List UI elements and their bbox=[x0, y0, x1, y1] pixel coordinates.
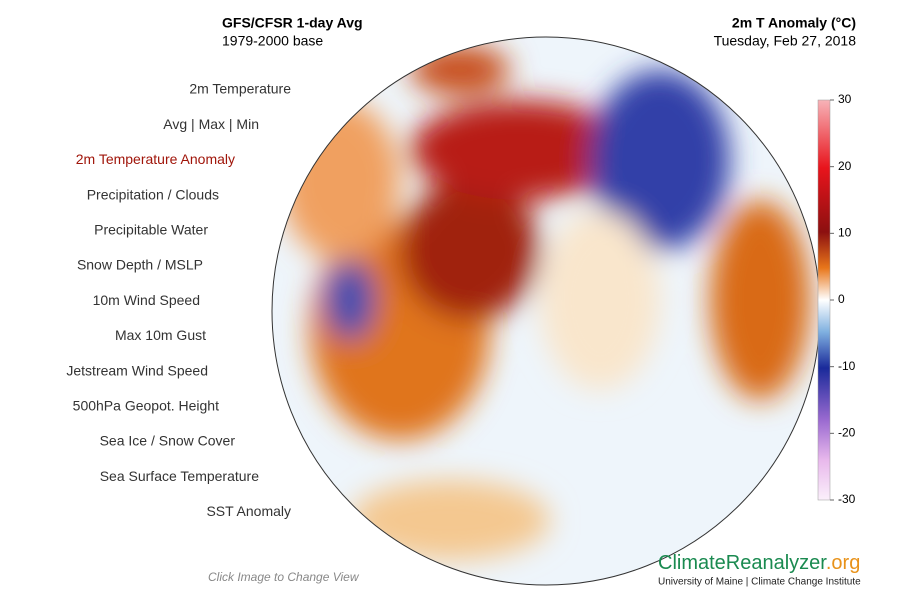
colorbar-label: 0 bbox=[838, 292, 845, 306]
menu-item[interactable]: Precipitation / Clouds bbox=[87, 186, 219, 202]
menu-item[interactable]: 2m Temperature Anomaly bbox=[76, 151, 235, 167]
brand-name[interactable]: ClimateReanalyzer bbox=[658, 552, 827, 574]
menu-item[interactable]: Avg | Max | Min bbox=[163, 116, 259, 132]
subtitle: 1979-2000 base bbox=[222, 33, 323, 49]
menu-item[interactable]: Snow Depth / MSLP bbox=[77, 257, 203, 273]
menu-item[interactable]: Precipitable Water bbox=[94, 222, 208, 238]
colorbar-label: 10 bbox=[838, 226, 852, 240]
colorbar-label: -10 bbox=[838, 359, 856, 373]
globe-map[interactable] bbox=[272, 37, 820, 585]
brand-suffix[interactable]: .org bbox=[826, 552, 860, 574]
menu-item[interactable]: Sea Ice / Snow Cover bbox=[100, 433, 236, 449]
menu-item[interactable]: 10m Wind Speed bbox=[93, 292, 200, 308]
tagline: University of Maine | Climate Change Ins… bbox=[658, 577, 861, 588]
menu-item[interactable]: Max 10m Gust bbox=[115, 327, 206, 343]
colorbar-label: -30 bbox=[838, 492, 856, 506]
colorbar-label: -20 bbox=[838, 426, 856, 440]
menu-item[interactable]: 500hPa Geopot. Height bbox=[73, 398, 219, 414]
title: GFS/CFSR 1-day Avg bbox=[222, 15, 363, 31]
menu-item[interactable]: Jetstream Wind Speed bbox=[66, 362, 208, 378]
date: Tuesday, Feb 27, 2018 bbox=[714, 33, 857, 49]
colorbar-label: 30 bbox=[838, 92, 852, 106]
colorbar-label: 20 bbox=[838, 159, 852, 173]
variable: 2m T Anomaly (°C) bbox=[732, 15, 856, 31]
menu-item[interactable]: 2m Temperature bbox=[189, 81, 291, 97]
menu-item[interactable]: Sea Surface Temperature bbox=[100, 468, 259, 484]
menu-item[interactable]: SST Anomaly bbox=[206, 503, 291, 519]
colorbar bbox=[817, 99, 831, 501]
brand[interactable]: ClimateReanalyzer.org bbox=[658, 552, 860, 574]
hint: Click Image to Change View bbox=[208, 570, 360, 584]
